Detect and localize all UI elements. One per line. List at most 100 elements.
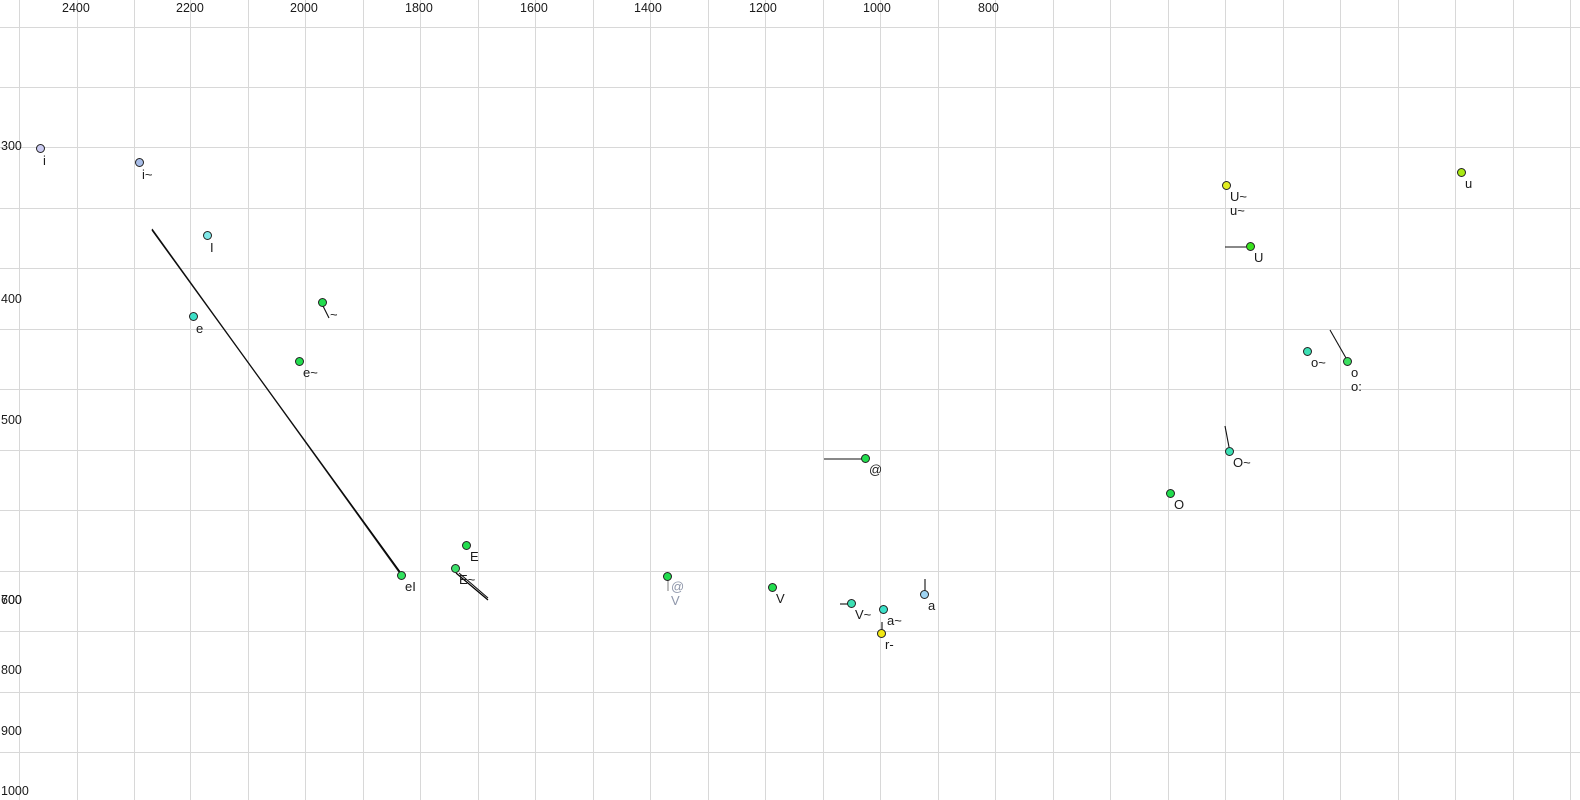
x-axis-tick-label: 2000 xyxy=(290,1,318,15)
vowel-marker-dot[interactable] xyxy=(861,454,870,463)
y-axis-tick-label: 300 xyxy=(1,139,22,153)
vowel-marker-dot[interactable] xyxy=(1222,181,1231,190)
gridline-vertical xyxy=(1455,0,1456,800)
x-axis-tick-label: 1000 xyxy=(863,1,891,15)
gridline-vertical xyxy=(1110,0,1111,800)
gridline-horizontal xyxy=(0,27,1580,28)
trend-line xyxy=(151,229,404,577)
vowel-label: E xyxy=(470,549,479,564)
gridline-horizontal xyxy=(0,450,1580,451)
gridline-vertical xyxy=(823,0,824,800)
y-axis-tick-label: 900 xyxy=(1,724,22,738)
gridline-horizontal xyxy=(0,389,1580,390)
x-axis-tick-label: 1200 xyxy=(749,1,777,15)
gridline-horizontal xyxy=(0,752,1580,753)
vowel-label: e xyxy=(196,321,204,336)
vowel-label: V xyxy=(671,593,680,608)
vowel-marker-dot[interactable] xyxy=(189,312,198,321)
gridline-horizontal xyxy=(0,268,1580,269)
vowel-marker-dot[interactable] xyxy=(36,144,45,153)
vowel-label: U~ xyxy=(1230,189,1247,204)
vowel-label: ~ xyxy=(330,307,338,322)
vowel-marker-dot[interactable] xyxy=(1166,489,1175,498)
y-axis-tick-label: 600 xyxy=(1,593,22,607)
gridline-vertical xyxy=(134,0,135,800)
gridline-horizontal xyxy=(0,208,1580,209)
gridline-vertical xyxy=(938,0,939,800)
y-axis-tick-label: 400 xyxy=(1,292,22,306)
vowel-marker-dot[interactable] xyxy=(462,541,471,550)
gridline-vertical xyxy=(77,0,78,800)
gridline-vertical xyxy=(1513,0,1514,800)
vowel-marker-dot[interactable] xyxy=(663,572,672,581)
vowel-marker-dot[interactable] xyxy=(397,571,406,580)
gridline-horizontal xyxy=(0,329,1580,330)
x-axis-tick-label: 2400 xyxy=(62,1,90,15)
vowel-label: e~ xyxy=(303,365,318,380)
vowel-label: V~ xyxy=(855,607,872,622)
vowel-marker-dot[interactable] xyxy=(1225,447,1234,456)
vowel-label: @ xyxy=(671,579,685,594)
vowel-label: E~ xyxy=(459,572,476,587)
vowel-label: o xyxy=(1351,365,1359,380)
x-axis-tick-label: 800 xyxy=(978,1,999,15)
y-axis-tick-label: 500 xyxy=(1,413,22,427)
vowel-label: i~ xyxy=(142,167,153,182)
vowel-label: a~ xyxy=(887,613,902,628)
y-axis-tick-label: 1000 xyxy=(1,784,29,798)
gridline-vertical xyxy=(650,0,651,800)
gridline-vertical xyxy=(420,0,421,800)
vowel-marker-dot[interactable] xyxy=(1303,347,1312,356)
vowel-marker-dot[interactable] xyxy=(318,298,327,307)
vowel-marker-dot[interactable] xyxy=(879,605,888,614)
gridline-horizontal xyxy=(0,692,1580,693)
vowel-marker-dot[interactable] xyxy=(203,231,212,240)
gridline-horizontal xyxy=(0,87,1580,88)
gridline-vertical xyxy=(1225,0,1226,800)
gridline-vertical xyxy=(1398,0,1399,800)
vowel-marker-dot[interactable] xyxy=(877,629,886,638)
x-axis-tick-label: 1600 xyxy=(520,1,548,15)
gridline-vertical xyxy=(708,0,709,800)
vowel-label: V xyxy=(776,591,785,606)
gridline-horizontal xyxy=(0,510,1580,511)
y-axis-tick-label: 800 xyxy=(1,663,22,677)
gridline-vertical xyxy=(19,0,20,800)
vowel-marker-dot[interactable] xyxy=(920,590,929,599)
vowel-label: O xyxy=(1174,497,1185,512)
gridline-vertical xyxy=(995,0,996,800)
vowel-label: eI xyxy=(405,579,416,594)
vowel-marker-dot[interactable] xyxy=(847,599,856,608)
gridline-vertical xyxy=(880,0,881,800)
vowel-label: u~ xyxy=(1230,203,1245,218)
gridline-vertical xyxy=(478,0,479,800)
vowel-label: O~ xyxy=(1233,455,1251,470)
vowel-marker-dot[interactable] xyxy=(451,564,460,573)
vowel-label: o: xyxy=(1351,379,1362,394)
x-axis-tick-label: 1800 xyxy=(405,1,433,15)
gridline-vertical xyxy=(1053,0,1054,800)
vowel-marker-dot[interactable] xyxy=(135,158,144,167)
vowel-label: i xyxy=(43,153,46,168)
x-axis-tick-label: 2200 xyxy=(176,1,204,15)
vowel-marker-dot[interactable] xyxy=(1457,168,1466,177)
gridline-vertical xyxy=(593,0,594,800)
vowel-marker-dot[interactable] xyxy=(1343,357,1352,366)
vowel-label: U xyxy=(1254,250,1264,265)
gridline-vertical xyxy=(765,0,766,800)
vowel-marker-dot[interactable] xyxy=(768,583,777,592)
vowel-label: o~ xyxy=(1311,355,1326,370)
vowel-label: @ xyxy=(869,462,883,477)
vowel-label: r- xyxy=(885,637,894,652)
gridline-horizontal xyxy=(0,571,1580,572)
gridline-vertical xyxy=(1168,0,1169,800)
gridline-vertical xyxy=(1570,0,1571,800)
gridline-horizontal xyxy=(0,631,1580,632)
gridline-vertical xyxy=(535,0,536,800)
vowel-label: a xyxy=(928,598,936,613)
vowel-marker-dot[interactable] xyxy=(1246,242,1255,251)
gridline-horizontal xyxy=(0,147,1580,148)
x-axis-tick-label: 1400 xyxy=(634,1,662,15)
